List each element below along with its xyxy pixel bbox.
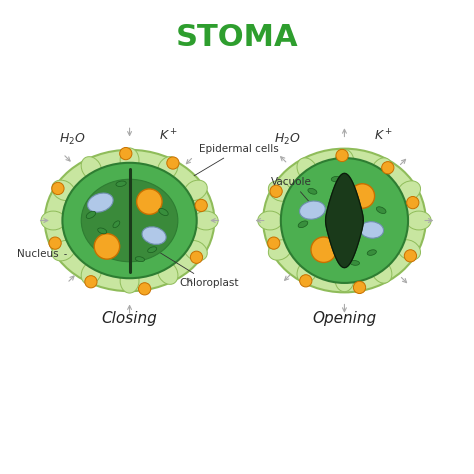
- Ellipse shape: [350, 261, 359, 265]
- Circle shape: [119, 147, 132, 160]
- Ellipse shape: [360, 222, 383, 238]
- Ellipse shape: [148, 247, 157, 253]
- Circle shape: [300, 275, 312, 287]
- Ellipse shape: [297, 260, 318, 283]
- Ellipse shape: [113, 221, 120, 228]
- Circle shape: [407, 197, 419, 209]
- Circle shape: [85, 276, 97, 288]
- Circle shape: [195, 199, 207, 211]
- Circle shape: [167, 157, 179, 169]
- Ellipse shape: [258, 211, 282, 230]
- Ellipse shape: [397, 181, 420, 201]
- Circle shape: [270, 185, 282, 197]
- Ellipse shape: [157, 261, 178, 284]
- Circle shape: [94, 234, 119, 259]
- Text: Chloroplast: Chloroplast: [155, 249, 238, 288]
- Ellipse shape: [194, 211, 218, 230]
- Ellipse shape: [184, 180, 207, 201]
- Ellipse shape: [98, 228, 107, 234]
- Text: Nucleus: Nucleus: [18, 249, 66, 259]
- Ellipse shape: [81, 157, 101, 180]
- Ellipse shape: [142, 227, 166, 245]
- Text: Vacuole: Vacuole: [272, 177, 313, 207]
- Ellipse shape: [300, 201, 325, 219]
- Ellipse shape: [86, 211, 96, 219]
- Ellipse shape: [376, 207, 386, 213]
- Text: $H_2O$: $H_2O$: [59, 132, 85, 147]
- Text: $K^+$: $K^+$: [374, 128, 392, 143]
- Ellipse shape: [268, 240, 292, 260]
- Ellipse shape: [52, 240, 75, 261]
- Circle shape: [404, 250, 417, 262]
- Circle shape: [336, 149, 348, 162]
- Ellipse shape: [407, 211, 431, 230]
- Polygon shape: [326, 173, 363, 268]
- Ellipse shape: [268, 181, 292, 201]
- Circle shape: [191, 251, 202, 264]
- Ellipse shape: [335, 149, 354, 174]
- Ellipse shape: [135, 257, 145, 262]
- Ellipse shape: [116, 181, 126, 186]
- Ellipse shape: [120, 148, 139, 173]
- Circle shape: [350, 184, 374, 208]
- Circle shape: [138, 283, 151, 295]
- Text: Epidermal cells: Epidermal cells: [194, 144, 279, 176]
- Circle shape: [382, 162, 394, 174]
- Ellipse shape: [120, 269, 139, 293]
- Ellipse shape: [45, 150, 214, 291]
- Text: $K^+$: $K^+$: [159, 128, 178, 143]
- Ellipse shape: [281, 158, 408, 283]
- Circle shape: [49, 237, 61, 249]
- Ellipse shape: [81, 179, 178, 262]
- Text: Opening: Opening: [312, 310, 376, 326]
- Text: STOMA: STOMA: [176, 23, 298, 52]
- Ellipse shape: [298, 221, 308, 228]
- Ellipse shape: [159, 209, 168, 216]
- Ellipse shape: [397, 240, 420, 260]
- Text: Closing: Closing: [102, 310, 157, 326]
- Ellipse shape: [184, 240, 207, 261]
- Text: $H_2O$: $H_2O$: [273, 132, 301, 147]
- Ellipse shape: [63, 163, 197, 278]
- Circle shape: [311, 237, 337, 263]
- Ellipse shape: [331, 176, 341, 182]
- Ellipse shape: [372, 260, 392, 283]
- Ellipse shape: [88, 193, 113, 212]
- Ellipse shape: [297, 158, 318, 181]
- Ellipse shape: [81, 261, 101, 284]
- Ellipse shape: [367, 250, 376, 255]
- Ellipse shape: [372, 158, 392, 181]
- Ellipse shape: [52, 180, 75, 201]
- Circle shape: [354, 281, 365, 293]
- Ellipse shape: [335, 267, 354, 292]
- Ellipse shape: [41, 211, 65, 230]
- Circle shape: [52, 182, 64, 195]
- Circle shape: [137, 189, 162, 214]
- Ellipse shape: [263, 149, 426, 292]
- Ellipse shape: [308, 188, 317, 194]
- Ellipse shape: [157, 157, 178, 180]
- Circle shape: [268, 237, 280, 249]
